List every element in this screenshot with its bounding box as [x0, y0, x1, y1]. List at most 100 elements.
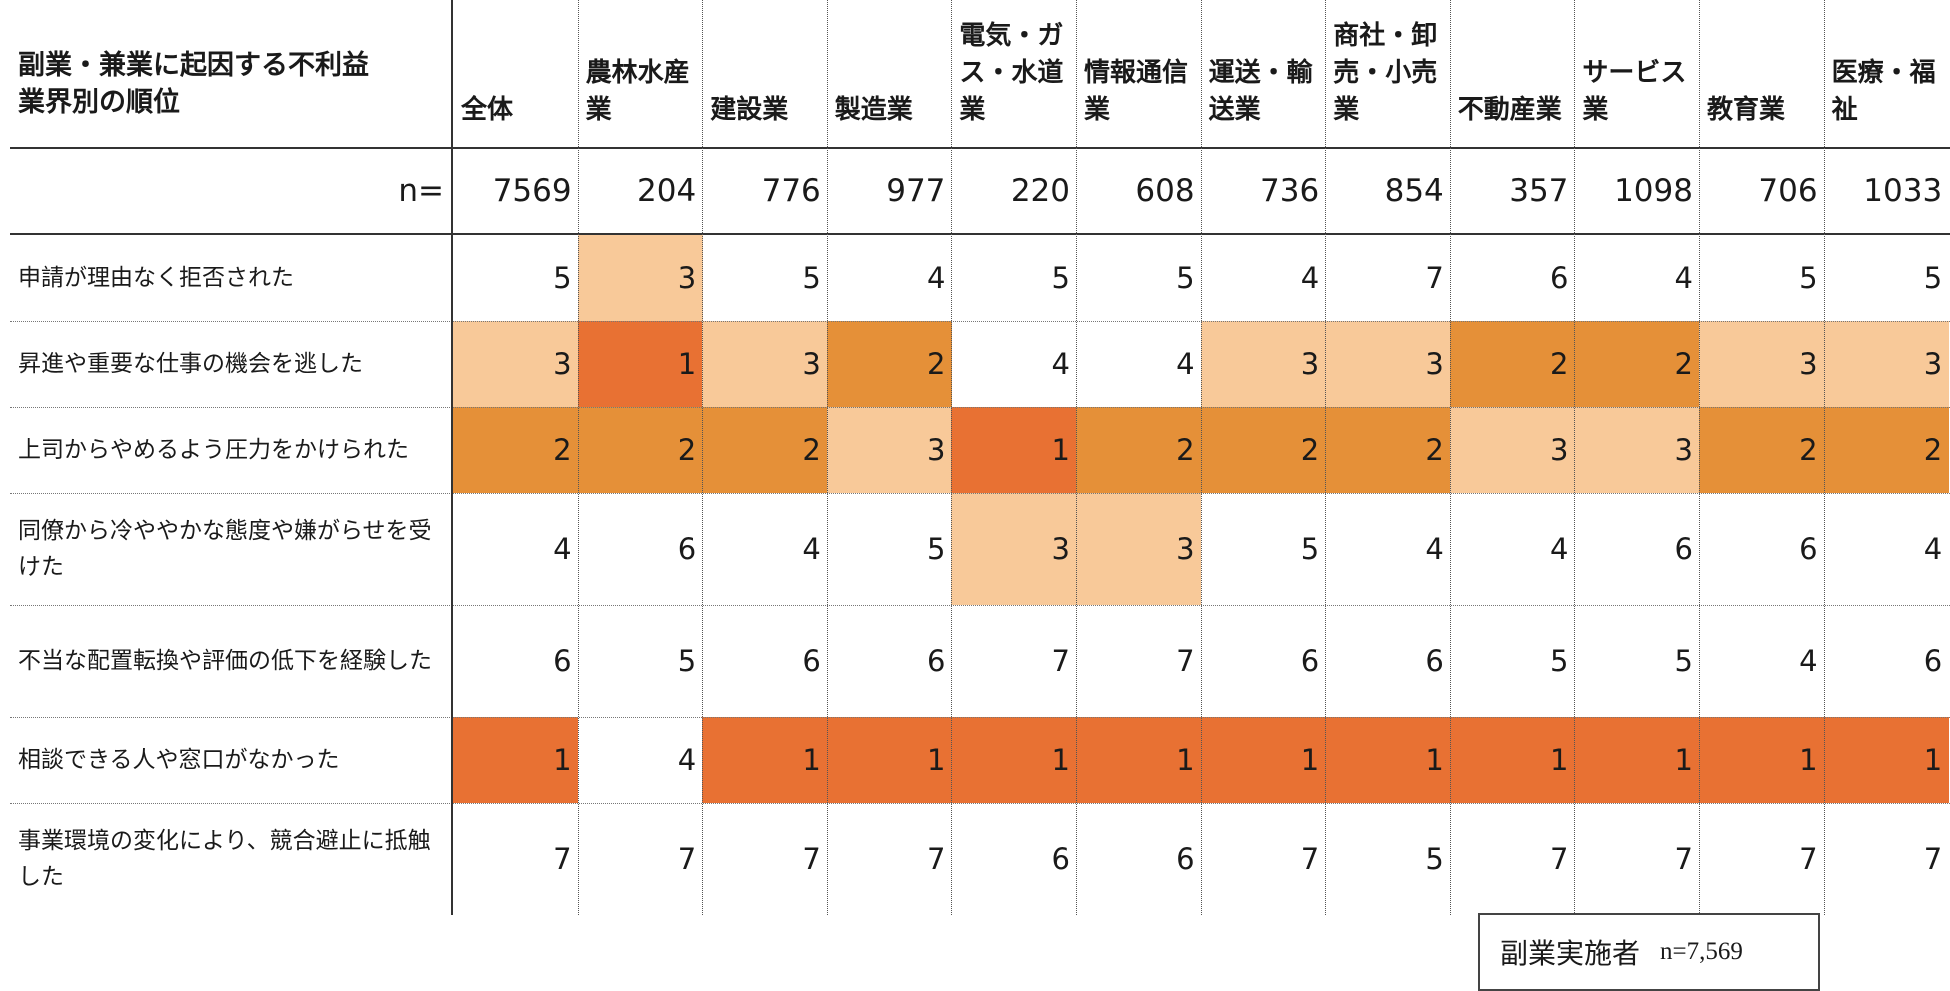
row-label: 昇進や重要な仕事の機会を逃した	[18, 351, 363, 377]
column-divider	[1449, 0, 1451, 915]
rank-cell: 3	[1549, 433, 1569, 467]
rank-cell: 2	[1549, 347, 1569, 381]
row-label: 同僚から冷ややかな態度や嫌がらせを受けた	[18, 518, 432, 580]
rank-cell: 7	[802, 842, 821, 876]
rank-cell: 7	[1674, 842, 1693, 876]
rank-cell: 6	[1176, 842, 1195, 876]
rank-cell: 4	[1425, 532, 1444, 566]
rank-cell: 1	[1051, 743, 1070, 777]
rank-cell: 1	[802, 743, 821, 777]
rank-cell: 4	[677, 743, 697, 777]
rank-cell: 2	[1799, 433, 1818, 467]
column-divider	[951, 0, 953, 915]
column-divider	[1325, 0, 1327, 915]
rank-highlight	[702, 321, 828, 407]
rank-cell: 1	[1799, 743, 1818, 777]
rank-highlight	[702, 407, 828, 493]
rank-cell: 4	[1923, 532, 1943, 566]
rank-highlight	[951, 493, 1077, 605]
row-divider	[10, 321, 1950, 322]
column-divider	[1076, 0, 1077, 915]
rank-cell: 1	[1176, 743, 1195, 777]
rank-cell: 7	[677, 842, 697, 876]
rank-highlight	[1449, 321, 1575, 407]
column-header: 建設業	[710, 95, 789, 125]
n-value: 776	[761, 173, 821, 209]
rank-cell: 1	[1425, 743, 1444, 777]
rank-cell: 6	[1300, 644, 1320, 678]
n-value: 357	[1509, 173, 1569, 209]
rank-cell: 2	[677, 433, 697, 467]
n-value: 608	[1135, 173, 1195, 209]
rank-highlight	[1574, 321, 1700, 407]
rank-highlight	[1200, 717, 1326, 803]
rank-cell: 5	[1176, 261, 1195, 295]
rank-cell: 7	[926, 842, 946, 876]
rank-cell: 2	[802, 433, 821, 467]
rank-cell: 5	[926, 532, 946, 566]
rank-cell: 6	[1674, 532, 1693, 566]
column-header: 医療・福 祉	[1831, 58, 1936, 125]
column-divider	[826, 0, 828, 915]
rank-highlight	[1325, 407, 1451, 493]
column-header: サービス 業	[1582, 58, 1687, 125]
row-divider	[10, 407, 1950, 408]
rank-cell: 6	[1425, 644, 1444, 678]
rank-cell: 7	[1425, 261, 1444, 295]
rank-highlight	[1325, 717, 1451, 803]
column-header: 農林水産 業	[585, 58, 690, 125]
rank-cell: 3	[802, 347, 821, 381]
legend-n: n=7,569	[1660, 938, 1743, 965]
rank-cell: 5	[677, 644, 697, 678]
column-divider	[1574, 0, 1576, 915]
rank-cell: 2	[1425, 433, 1444, 467]
rank-cell: 4	[802, 532, 821, 566]
rank-highlight	[951, 407, 1077, 493]
rank-cell: 4	[1674, 261, 1693, 295]
column-header: 運送・輸 送業	[1208, 58, 1313, 125]
rank-highlight	[1823, 407, 1949, 493]
rank-highlight	[577, 321, 703, 407]
rank-cell: 1	[553, 743, 572, 777]
rank-cell: 2	[1923, 433, 1943, 467]
rank-cell: 3	[1176, 532, 1195, 566]
column-divider	[1699, 0, 1700, 915]
rank-cell: 3	[1425, 347, 1444, 381]
rank-cell: 5	[553, 261, 572, 295]
rank-cell: 4	[1549, 532, 1569, 566]
rank-highlight	[1574, 717, 1700, 803]
rank-cell: 4	[1051, 347, 1070, 381]
rank-cell: 6	[802, 644, 821, 678]
rank-cell: 5	[1799, 261, 1818, 295]
n-value: 977	[886, 173, 946, 209]
rank-highlight	[1449, 407, 1575, 493]
rank-cell: 3	[677, 261, 697, 295]
row-label: 事業環境の変化により、競合避止に抵触した	[18, 828, 431, 890]
rank-cell: 3	[1923, 347, 1943, 381]
column-divider	[1200, 0, 1202, 915]
n-label: n=	[398, 173, 444, 209]
n-row-divider	[10, 233, 1950, 235]
row-label: 不当な配置転換や評価の低下を経験した	[18, 648, 432, 674]
n-value: 736	[1260, 173, 1320, 209]
rank-cell: 3	[1799, 347, 1818, 381]
table-title: 副業・兼業に起因する不利益 業界別の順位	[18, 50, 369, 118]
rank-cell: 2	[1176, 433, 1195, 467]
row-label: 相談できる人や窓口がなかった	[18, 747, 340, 773]
rank-highlight	[951, 717, 1077, 803]
rank-cell: 6	[926, 644, 946, 678]
rank-highlight	[453, 717, 579, 803]
rank-cell: 1	[1923, 743, 1943, 777]
rank-cell: 2	[553, 433, 572, 467]
rank-cell: 5	[802, 261, 821, 295]
rank-cell: 2	[926, 347, 946, 381]
rank-cell: 6	[553, 644, 572, 678]
rank-cell: 7	[1051, 644, 1070, 678]
row-divider	[10, 605, 1950, 606]
rank-highlight	[577, 235, 703, 321]
column-divider	[1823, 0, 1825, 915]
rank-cell: 4	[1799, 644, 1818, 678]
header-divider	[10, 147, 1950, 149]
rank-cell: 4	[1300, 261, 1320, 295]
column-header: 情報通信 業	[1084, 58, 1189, 125]
